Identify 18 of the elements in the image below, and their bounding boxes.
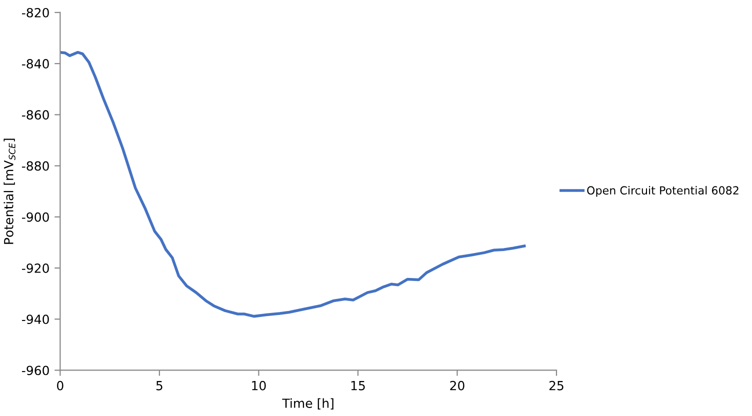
- y-tick-label: -940: [22, 314, 49, 324]
- x-tick-label: 25: [549, 380, 564, 390]
- x-axis-title: Time [h]: [282, 398, 334, 410]
- x-tick-label: 5: [156, 381, 162, 390]
- y-tick-label: -860: [22, 110, 49, 120]
- line-series: [60, 50, 526, 318]
- legend-label: Open Circuit Potential 6082: [587, 186, 738, 197]
- y-tick-label: -840: [22, 59, 49, 69]
- y-tick-label: -920: [22, 263, 49, 273]
- x-tick-label: 20: [450, 380, 464, 390]
- x-tick-label: 0: [57, 380, 64, 390]
- y-tick-label: -900: [22, 212, 49, 222]
- y-axis-title: Potential [mV$_{SCE}$]: [4, 138, 16, 244]
- x-tick-label: 10: [252, 380, 266, 390]
- y-tick-label: -960: [22, 366, 49, 376]
- y-tick-label: -820: [22, 8, 49, 18]
- x-tick-label: 15: [351, 381, 365, 390]
- y-tick-label: -880: [22, 161, 49, 171]
